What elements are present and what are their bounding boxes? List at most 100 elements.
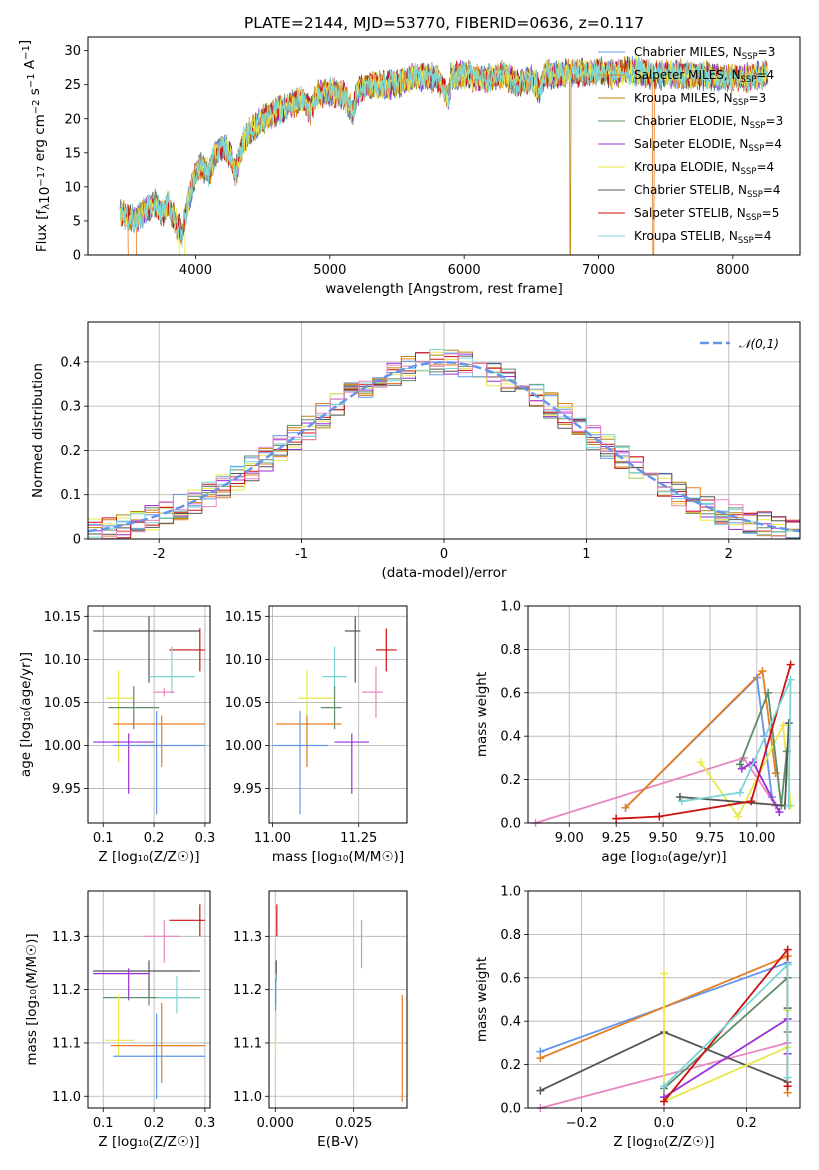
mass-weight-line (739, 692, 788, 806)
y-tick-label: 25 (64, 78, 81, 93)
x-tick-label: 9.25 (602, 831, 631, 846)
legend-text: Salpeter ELODIE, N (634, 137, 748, 151)
y-tick-label: 0.4 (60, 355, 81, 370)
y-tick-label: 10.15 (44, 610, 81, 625)
y-tick-label: 10 (64, 180, 81, 195)
legend-text-sub: SSP (742, 52, 758, 62)
legend-label: Chabrier ELODIE, NSSP=3 (634, 114, 783, 131)
y-tick-label: 15 (64, 146, 81, 161)
y-axis-label-part: Flux [f (34, 209, 50, 253)
x-tick-label: 9.75 (695, 831, 724, 846)
mass-vs-EBV-axes: 0.000 0.025 11.0 11.1 11.2 11.3 (233, 891, 407, 1131)
data-point-marker (783, 960, 792, 969)
legend-text: Salpeter MILES, N (634, 68, 741, 82)
x-tick-label: 0.1 (93, 1116, 114, 1131)
legend-text-sub: SSP (741, 167, 757, 177)
legend-text-tail: =4 (756, 68, 774, 82)
x-tick-label: -1 (295, 547, 308, 562)
legend-label: Chabrier MILES, NSSP=3 (634, 45, 775, 62)
data-point-marker (775, 808, 784, 817)
spectrum-line (119, 56, 769, 248)
legend-text: Kroupa STELIB, N (634, 229, 738, 243)
y-tick-label: 9.95 (233, 782, 262, 797)
data-point-marker (783, 1082, 792, 1091)
age-vs-Z-points (93, 616, 205, 815)
y-tick-label: 1.0 (500, 600, 521, 615)
y-tick-label: 0 (73, 249, 81, 264)
spectrum-frame (87, 36, 801, 256)
data-point-marker (536, 1054, 545, 1063)
legend-text-tail: =4 (763, 183, 781, 197)
data-point-marker (764, 688, 773, 697)
x-tick-label: 5000 (313, 263, 346, 278)
legend-text-sub: SSP (750, 121, 766, 131)
y-tick-label: 20 (64, 112, 81, 127)
legend-text: Chabrier ELODIE, N (634, 114, 750, 128)
mass-weight-vs-Z-series (536, 945, 792, 1112)
mass-weight-vs-Z-frame (527, 890, 801, 1109)
data-point-marker (735, 788, 744, 797)
x-tick-label: 9.50 (649, 831, 678, 846)
y-tick-label: 5 (73, 214, 81, 229)
chart-title: PLATE=2144, MJD=53770, FIBERID=0636, z=0… (244, 14, 644, 32)
y-tick-label: 11.0 (52, 1090, 81, 1105)
legend-text-tail: =4 (754, 229, 772, 243)
residual-histograms (88, 349, 800, 539)
y-tick-label: 0.0 (500, 817, 521, 832)
legend-text-sub: SSP (738, 236, 754, 246)
y-tick-label: 11.0 (233, 1090, 262, 1105)
legend-label: Salpeter MILES, NSSP=4 (634, 68, 774, 85)
legend-label: Kroupa ELODIE, NSSP=4 (634, 160, 774, 177)
y-tick-label: 10.00 (44, 739, 81, 754)
x-axis-label: Z [log₁₀(Z/Z☉)] (98, 1134, 199, 1150)
y-tick-label: 0.8 (500, 643, 521, 658)
data-point-marker (660, 969, 668, 978)
y-tick-label: 10.10 (44, 653, 81, 668)
data-point-marker (747, 797, 756, 806)
age-vs-Z-frame (87, 605, 211, 824)
x-tick-label: 0.2 (144, 1116, 165, 1131)
x-tick-label: 0.3 (195, 831, 216, 846)
y-tick-label: 0.2 (500, 1058, 521, 1073)
y-axis-label: mass weight (474, 957, 490, 1042)
y-tick-label: 1.0 (500, 885, 521, 900)
mass-weight-vs-age-frame (527, 605, 801, 824)
x-axis-label: Z [log₁₀(Z/Z☉)] (613, 1134, 714, 1150)
legend-text-tail: =3 (758, 45, 776, 59)
legend-text-sub: SSP (733, 98, 749, 108)
y-axis-label: Flux [fλ10−17 erg cm−2 s−1 A−1] (17, 40, 53, 252)
y-tick-label: 11.3 (52, 930, 81, 945)
data-point-marker (612, 814, 621, 823)
spectrum-axes: 4000 5000 6000 7000 8000 0 5 10 15 20 25 30 (64, 44, 749, 278)
x-tick-label: 9.00 (555, 831, 584, 846)
x-tick-label: 0.1 (93, 831, 114, 846)
histogram-step (88, 353, 800, 539)
legend-label: Salpeter STELIB, NSSP=5 (634, 206, 779, 223)
y-tick-label: 0.4 (500, 730, 521, 745)
age-vs-mass-frame (268, 605, 408, 824)
y-tick-label: 0.6 (500, 686, 521, 701)
legend-text-sub: SSP (747, 190, 763, 200)
y-tick-label: 0.3 (60, 400, 81, 415)
data-point-marker (655, 812, 664, 821)
legend-label: Kroupa STELIB, NSSP=4 (634, 229, 772, 246)
y-axis-label: Normed distribution (30, 363, 46, 498)
mass-vs-Z-frame (87, 890, 211, 1109)
data-point-marker (734, 812, 743, 821)
x-axis-label: wavelength [Angstrom, rest frame] (325, 281, 563, 297)
data-point-marker (660, 1097, 668, 1106)
residuals-frame (87, 321, 801, 540)
y-tick-label: 10.15 (225, 610, 262, 625)
x-tick-label: 0.3 (195, 1116, 216, 1131)
x-axis-label: E(B-V) (317, 1134, 359, 1150)
y-axis-label: mass weight (474, 672, 490, 757)
mass-vs-Z-axes: 0.1 0.2 0.3 11.0 11.1 11.2 11.3 (52, 891, 215, 1131)
y-axis-label: mass [log₁₀(M/M☉)] (24, 933, 40, 1065)
x-tick-label: 1 (582, 547, 590, 562)
x-tick-label: 0.025 (335, 1116, 372, 1131)
x-tick-label: 11.25 (340, 831, 377, 846)
y-axis-label-part: −17 (36, 166, 47, 187)
x-tick-label: 0.2 (736, 1116, 757, 1131)
x-axis-label: (data-model)/error (381, 565, 507, 581)
y-tick-label: 0.2 (60, 444, 81, 459)
